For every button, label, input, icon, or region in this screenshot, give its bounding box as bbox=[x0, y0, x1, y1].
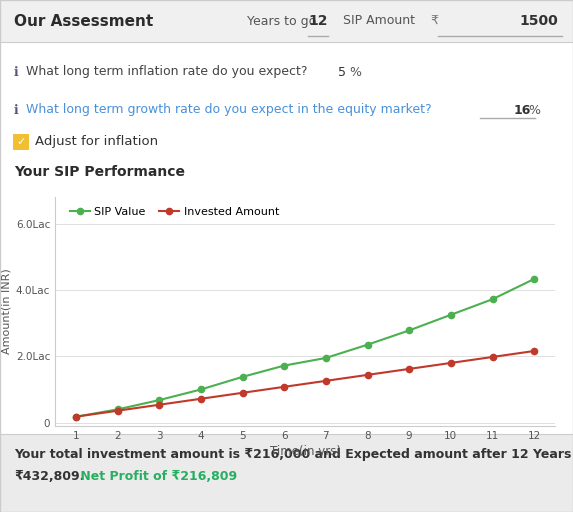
Text: ℹ: ℹ bbox=[14, 66, 19, 78]
SIP Value bbox=[531, 276, 537, 282]
SIP Value bbox=[156, 397, 163, 403]
Text: ₹432,809.: ₹432,809. bbox=[14, 470, 84, 482]
Legend: SIP Value, Invested Amount: SIP Value, Invested Amount bbox=[65, 203, 284, 222]
Text: %: % bbox=[528, 103, 540, 117]
Text: Your SIP Performance: Your SIP Performance bbox=[14, 165, 185, 179]
Y-axis label: Amount(in INR): Amount(in INR) bbox=[2, 269, 11, 354]
SIP Value bbox=[114, 407, 121, 413]
FancyBboxPatch shape bbox=[0, 0, 573, 42]
FancyBboxPatch shape bbox=[0, 434, 573, 512]
Line: Invested Amount: Invested Amount bbox=[73, 348, 537, 420]
Text: Adjust for inflation: Adjust for inflation bbox=[35, 136, 158, 148]
Invested Amount bbox=[281, 384, 288, 390]
SIP Value bbox=[406, 327, 413, 333]
Invested Amount bbox=[114, 408, 121, 414]
SIP Value bbox=[239, 374, 246, 380]
Invested Amount bbox=[156, 402, 163, 408]
Text: 12: 12 bbox=[308, 14, 328, 28]
Invested Amount bbox=[406, 366, 413, 372]
SIP Value bbox=[489, 296, 496, 302]
Text: 5: 5 bbox=[338, 66, 346, 78]
Text: ✓: ✓ bbox=[16, 137, 26, 147]
SIP Value bbox=[281, 362, 288, 369]
Invested Amount bbox=[239, 390, 246, 396]
Text: %: % bbox=[349, 66, 361, 78]
Invested Amount bbox=[448, 360, 454, 366]
Invested Amount bbox=[323, 378, 329, 384]
Line: SIP Value: SIP Value bbox=[73, 276, 537, 420]
Text: Our Assessment: Our Assessment bbox=[14, 13, 153, 29]
Invested Amount bbox=[72, 414, 79, 420]
SIP Value bbox=[364, 342, 371, 348]
FancyBboxPatch shape bbox=[0, 42, 573, 512]
SIP Value bbox=[72, 414, 79, 420]
SIP Value bbox=[448, 312, 454, 318]
SIP Value bbox=[197, 387, 204, 393]
Text: 1500: 1500 bbox=[519, 14, 558, 28]
X-axis label: Time(in yrs): Time(in yrs) bbox=[269, 445, 340, 458]
Invested Amount bbox=[364, 372, 371, 378]
Text: Years to go: Years to go bbox=[247, 14, 316, 28]
Text: What long term inflation rate do you expect?: What long term inflation rate do you exp… bbox=[26, 66, 308, 78]
Text: SIP Amount: SIP Amount bbox=[343, 14, 415, 28]
Text: What long term growth rate do you expect in the equity market?: What long term growth rate do you expect… bbox=[26, 103, 431, 117]
Invested Amount bbox=[489, 354, 496, 360]
SIP Value bbox=[323, 355, 329, 361]
Text: Net Profit of ₹216,809: Net Profit of ₹216,809 bbox=[76, 470, 237, 482]
Invested Amount bbox=[531, 348, 537, 354]
Text: ℹ: ℹ bbox=[14, 103, 19, 117]
Text: 16: 16 bbox=[514, 103, 531, 117]
Text: Your total investment amount is ₹216,000 and Expected amount after 12 Years is: Your total investment amount is ₹216,000… bbox=[14, 447, 573, 460]
Invested Amount bbox=[197, 396, 204, 402]
Text: ₹: ₹ bbox=[430, 14, 438, 28]
FancyBboxPatch shape bbox=[13, 134, 29, 150]
